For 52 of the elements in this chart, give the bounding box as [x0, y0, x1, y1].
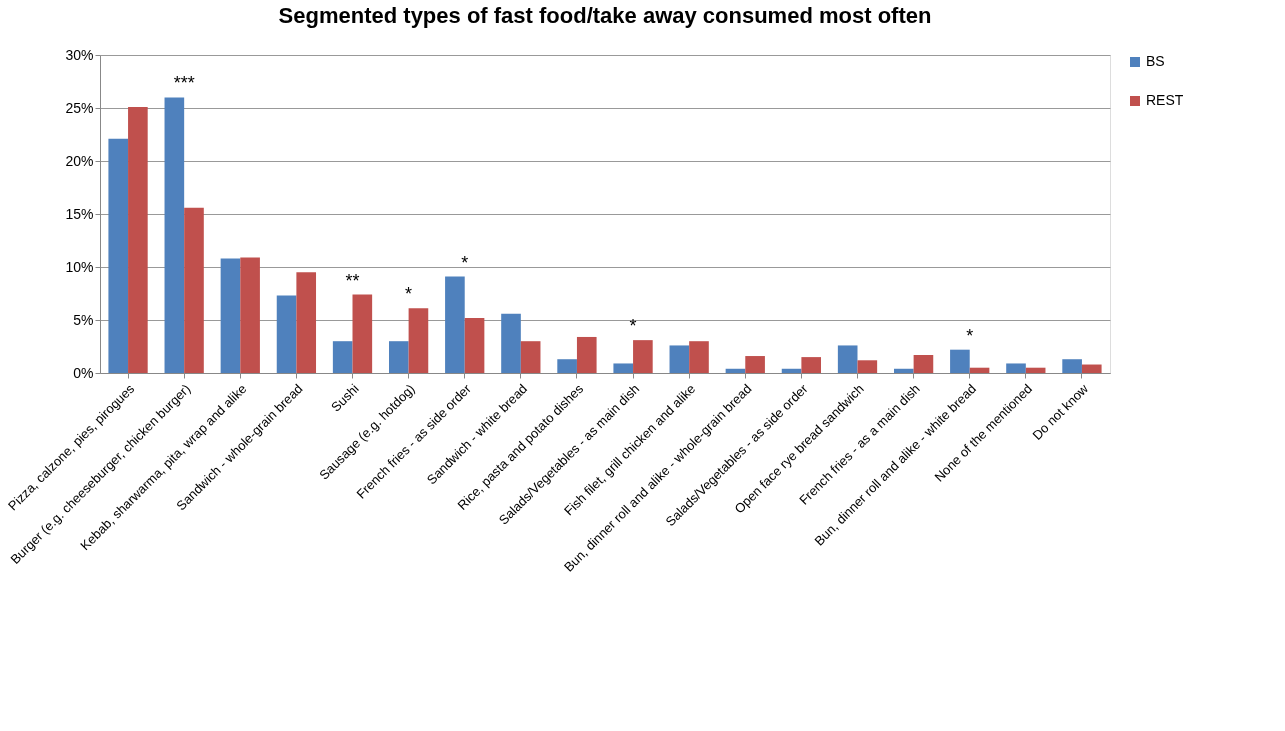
- bar: [669, 345, 690, 373]
- bar: [388, 341, 409, 373]
- y-tick-label: 20%: [65, 152, 94, 169]
- annotation: *: [629, 316, 637, 337]
- bar: [801, 357, 822, 373]
- bar: [1025, 367, 1046, 373]
- bar: [893, 368, 914, 373]
- y-tick-label: 15%: [65, 205, 94, 222]
- bar: [913, 354, 934, 373]
- bar: [352, 294, 373, 373]
- bar: [576, 336, 597, 373]
- bar: [689, 341, 709, 373]
- bar: [950, 349, 970, 373]
- bar: [837, 345, 858, 373]
- bar: [220, 258, 241, 373]
- bar: [240, 257, 260, 373]
- bar: [781, 368, 802, 373]
- annotation: *: [461, 252, 469, 273]
- legend-label: REST: [1146, 92, 1184, 108]
- bar: [501, 313, 521, 373]
- bar: [184, 207, 204, 373]
- bar: [445, 276, 465, 373]
- bar: [633, 340, 653, 373]
- bar: [857, 360, 878, 373]
- annotation: **: [345, 270, 360, 291]
- annotation: *: [966, 325, 974, 346]
- bar: [557, 359, 577, 373]
- annotation: ***: [173, 73, 195, 94]
- bar: [108, 138, 129, 373]
- y-tick-label: 25%: [65, 99, 94, 116]
- y-tick-label: 5%: [73, 311, 94, 328]
- bar: [276, 295, 297, 373]
- bar: [164, 97, 185, 373]
- annotation: *: [405, 284, 413, 305]
- bar: [969, 367, 990, 373]
- bar: [464, 317, 485, 373]
- bar: [520, 341, 541, 373]
- chart-title: Segmented types of fast food/take away consumed most often: [278, 3, 932, 28]
- bar: [408, 308, 429, 373]
- bar: [725, 368, 746, 373]
- bar: [1062, 359, 1082, 373]
- y-tick-label: 30%: [65, 46, 94, 63]
- legend-label: BS: [1146, 53, 1165, 69]
- y-tick-label: 10%: [65, 258, 94, 275]
- bar: [296, 272, 317, 373]
- y-tick-label: 0%: [73, 364, 94, 381]
- bar: [332, 341, 353, 373]
- bar: [745, 356, 765, 373]
- bar: [1081, 364, 1102, 373]
- bar: [1006, 363, 1026, 373]
- bar: [613, 363, 634, 373]
- bar: [128, 106, 148, 373]
